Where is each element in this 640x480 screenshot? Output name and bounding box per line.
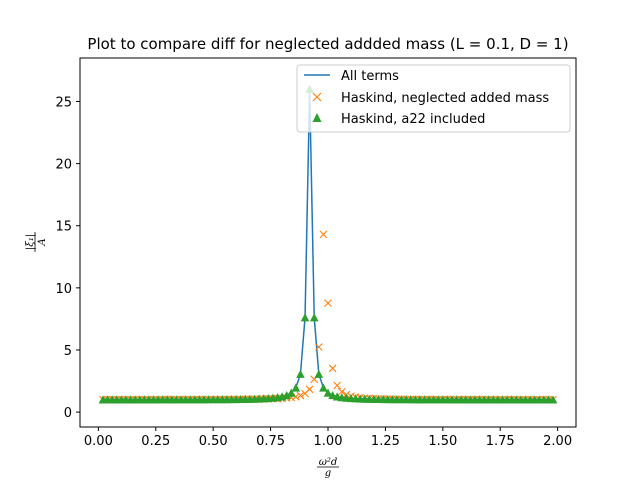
y-tick-label: 5 (64, 344, 72, 359)
legend-box (296, 64, 571, 133)
data-point-x-marker (314, 343, 323, 351)
data-point-triangle-marker (282, 390, 291, 400)
data-point-x-marker (328, 364, 337, 373)
legend: All terms Haskind, neglected added mass … (296, 64, 571, 133)
x-tick-label: 0.00 (84, 434, 113, 449)
legend-swatch-x-marker (312, 92, 322, 102)
x-axis-label: ω²d g (317, 457, 339, 479)
y-axis-label: |ξ₁| A (25, 232, 48, 252)
data-point-x-marker (296, 391, 305, 400)
data-point-triangle-marker (548, 395, 558, 404)
y-tick-label: 0 (64, 406, 72, 421)
data-point-triangle-marker (296, 369, 305, 378)
y-axis: 0 5 10 15 20 25 (55, 95, 80, 421)
legend-label: All terms (341, 69, 399, 84)
data-point-triangle-marker (314, 369, 324, 378)
x-tick-label: 2.00 (543, 434, 572, 449)
data-point-triangle-marker (323, 388, 333, 397)
y-tick-label: 20 (55, 158, 72, 173)
x-tick-label: 1.75 (486, 434, 515, 449)
y-tick-label: 15 (55, 220, 72, 235)
x-tick-label: 0.75 (256, 434, 285, 449)
series-a22-included (98, 84, 558, 404)
data-point-triangle-marker (291, 383, 301, 392)
data-point-triangle-marker (300, 313, 310, 322)
x-tick-label: 1.50 (428, 434, 457, 449)
plot-area (98, 84, 558, 404)
legend-item-a22-included: Haskind, a22 included (312, 112, 485, 127)
legend-label: Haskind, neglected added mass (341, 91, 549, 106)
data-point-triangle-marker (309, 313, 319, 322)
data-point-triangle-marker (286, 388, 296, 397)
x-tick-label: 1.25 (371, 434, 400, 449)
legend-item-all-terms: All terms (304, 69, 399, 84)
data-point-x-marker (324, 299, 332, 308)
y-tick-label: 10 (55, 282, 72, 297)
y-tick-label: 25 (55, 95, 72, 110)
x-axis: 0.00 0.25 0.50 0.75 1.00 1.25 1.50 1.75 2.00 (84, 427, 572, 449)
legend-label: Haskind, a22 included (341, 112, 485, 127)
chart-title: Plot to compare diff for neglected addde… (87, 35, 568, 53)
y-axis-label-numerator: |ξ₁| (25, 234, 36, 250)
x-tick-label: 0.50 (199, 434, 228, 449)
legend-swatch-triangle-marker (312, 113, 322, 122)
x-axis-label-numerator: ω²d (319, 457, 338, 468)
series-line-all-terms (102, 89, 554, 401)
data-point-x-marker (305, 385, 314, 394)
legend-item-neglected-added-mass: Haskind, neglected added mass (312, 91, 549, 106)
data-point-x-marker (337, 387, 346, 396)
y-axis-label-denominator: A (37, 238, 48, 246)
data-point-x-marker (319, 230, 328, 239)
x-tick-label: 0.25 (141, 434, 170, 449)
data-point-x-marker (333, 381, 342, 390)
series-neglected-added-mass (99, 230, 557, 404)
x-tick-label: 1.00 (314, 434, 343, 449)
data-point-triangle-marker (319, 383, 328, 392)
x-axis-label-denominator: g (325, 468, 331, 479)
